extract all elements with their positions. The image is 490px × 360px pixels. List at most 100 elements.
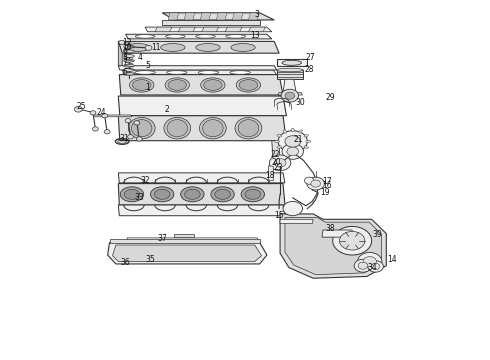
Ellipse shape	[167, 71, 187, 74]
Polygon shape	[118, 173, 285, 183]
Polygon shape	[277, 59, 307, 66]
Polygon shape	[119, 75, 283, 95]
Text: 20: 20	[272, 158, 281, 167]
Polygon shape	[118, 116, 287, 141]
Text: 7: 7	[122, 58, 127, 67]
Ellipse shape	[124, 189, 140, 199]
Circle shape	[102, 113, 108, 118]
Circle shape	[307, 177, 324, 190]
Circle shape	[282, 144, 303, 159]
Polygon shape	[118, 66, 277, 70]
Text: 21: 21	[294, 135, 303, 144]
Polygon shape	[127, 238, 259, 242]
Text: 5: 5	[146, 61, 150, 70]
Polygon shape	[269, 166, 273, 181]
Polygon shape	[174, 234, 194, 237]
Polygon shape	[285, 217, 381, 275]
Ellipse shape	[123, 73, 135, 75]
Ellipse shape	[202, 120, 223, 137]
Text: 34: 34	[368, 263, 377, 272]
Circle shape	[281, 89, 298, 102]
Polygon shape	[278, 93, 302, 95]
Ellipse shape	[181, 187, 204, 202]
Ellipse shape	[168, 80, 187, 90]
Polygon shape	[272, 141, 280, 164]
Ellipse shape	[198, 71, 219, 74]
Ellipse shape	[123, 59, 134, 62]
Ellipse shape	[196, 35, 215, 38]
Circle shape	[119, 40, 124, 45]
Text: 9: 9	[122, 48, 127, 57]
Text: 8: 8	[122, 53, 127, 62]
Text: 39: 39	[373, 230, 382, 239]
Text: 18: 18	[266, 171, 275, 180]
Polygon shape	[162, 20, 260, 24]
Ellipse shape	[196, 44, 220, 51]
Circle shape	[104, 130, 110, 134]
Text: 32: 32	[140, 176, 150, 185]
Ellipse shape	[154, 189, 170, 199]
Polygon shape	[178, 27, 196, 32]
Text: 16: 16	[322, 181, 332, 190]
Polygon shape	[277, 70, 303, 79]
Polygon shape	[93, 115, 132, 117]
Text: 25: 25	[76, 102, 86, 111]
Circle shape	[354, 259, 372, 272]
Text: 6: 6	[122, 68, 127, 77]
Circle shape	[283, 202, 302, 216]
Text: 29: 29	[325, 93, 335, 102]
Text: 30: 30	[295, 98, 305, 107]
Ellipse shape	[199, 117, 226, 139]
Ellipse shape	[282, 60, 301, 65]
Circle shape	[93, 127, 98, 131]
Ellipse shape	[203, 80, 222, 90]
Text: 1: 1	[145, 83, 150, 92]
Ellipse shape	[167, 120, 188, 137]
Ellipse shape	[235, 117, 262, 139]
Circle shape	[278, 131, 307, 152]
Text: 23: 23	[273, 163, 283, 172]
Ellipse shape	[241, 187, 265, 202]
Ellipse shape	[230, 71, 250, 74]
Ellipse shape	[231, 44, 255, 51]
Ellipse shape	[238, 120, 259, 137]
Ellipse shape	[123, 50, 134, 53]
Ellipse shape	[306, 140, 311, 143]
Ellipse shape	[276, 68, 303, 72]
Ellipse shape	[123, 55, 134, 58]
Ellipse shape	[277, 134, 281, 137]
Text: 12: 12	[122, 38, 132, 47]
Polygon shape	[248, 27, 266, 32]
Text: 35: 35	[145, 255, 155, 264]
Text: 10: 10	[122, 43, 132, 52]
Polygon shape	[232, 13, 243, 20]
Circle shape	[358, 262, 368, 269]
Polygon shape	[225, 27, 242, 32]
Ellipse shape	[123, 68, 134, 71]
Ellipse shape	[201, 78, 225, 92]
Circle shape	[74, 107, 82, 112]
Circle shape	[145, 45, 152, 50]
Ellipse shape	[135, 71, 155, 74]
Ellipse shape	[123, 45, 134, 48]
Ellipse shape	[135, 35, 155, 38]
Ellipse shape	[120, 187, 144, 202]
Ellipse shape	[277, 146, 281, 148]
Polygon shape	[168, 13, 179, 20]
Text: 24: 24	[97, 108, 106, 117]
Circle shape	[134, 121, 140, 125]
Text: 28: 28	[304, 66, 314, 75]
Text: 36: 36	[121, 258, 130, 267]
Ellipse shape	[128, 117, 155, 139]
Text: 14: 14	[387, 255, 397, 264]
Ellipse shape	[150, 187, 174, 202]
Ellipse shape	[283, 150, 287, 153]
Ellipse shape	[166, 35, 185, 38]
Circle shape	[311, 180, 320, 187]
Polygon shape	[118, 96, 287, 116]
Ellipse shape	[164, 117, 191, 139]
Circle shape	[368, 261, 383, 272]
Polygon shape	[145, 27, 272, 32]
Text: 11: 11	[151, 42, 161, 51]
Circle shape	[136, 137, 142, 141]
